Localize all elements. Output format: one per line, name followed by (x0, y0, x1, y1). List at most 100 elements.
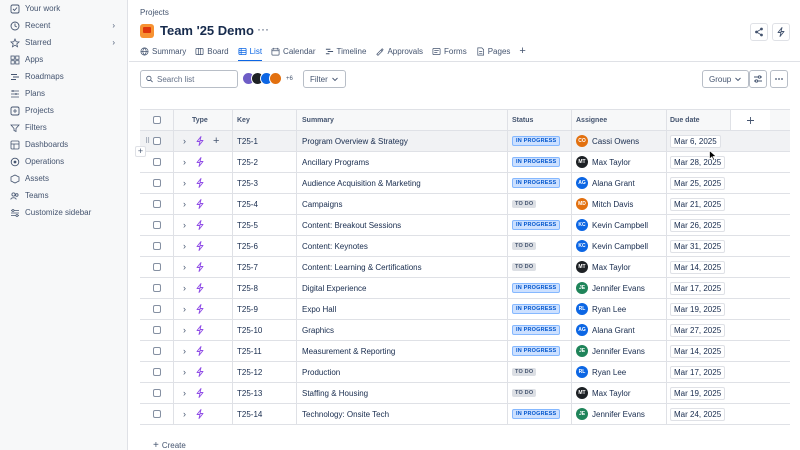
key-cell[interactable]: T25-14 (233, 404, 297, 424)
expand-chevron-icon[interactable]: › (183, 241, 186, 251)
due-date[interactable]: Mar 31, 2025 (670, 239, 726, 253)
expand-chevron-icon[interactable]: › (183, 388, 186, 398)
sidebar-item-filters[interactable]: Filters (0, 119, 127, 136)
due-date-cell[interactable]: Mar 26, 2025 (667, 215, 730, 235)
sidebar-item-projects[interactable]: Projects (0, 102, 127, 119)
status-cell[interactable]: TO DO (508, 383, 572, 403)
summary-cell[interactable]: Production (297, 362, 508, 382)
key-cell[interactable]: T25-12 (233, 362, 297, 382)
status-cell[interactable]: IN PROGRESS (508, 278, 572, 298)
avatar-more-count[interactable]: +6 (286, 75, 293, 82)
due-date[interactable]: Mar 14, 2025 (670, 344, 726, 358)
due-date[interactable]: Mar 17, 2025 (670, 365, 726, 379)
summary-cell[interactable]: Audience Acquisition & Marketing (297, 173, 508, 193)
expand-chevron-icon[interactable]: › (183, 178, 186, 188)
expand-chevron-icon[interactable]: › (183, 136, 186, 146)
status-cell[interactable]: IN PROGRESS (508, 131, 572, 151)
row-checkbox[interactable] (152, 284, 161, 292)
status-badge[interactable]: IN PROGRESS (512, 283, 561, 293)
summary-cell[interactable]: Digital Experience (297, 278, 508, 298)
chevron-right-icon[interactable]: › (112, 21, 115, 30)
tab-board[interactable]: Board (195, 42, 229, 60)
more-actions-button[interactable] (770, 70, 788, 88)
status-cell[interactable]: IN PROGRESS (508, 152, 572, 172)
due-date-cell[interactable]: Mar 6, 2025 (667, 131, 730, 151)
tab-list[interactable]: List (237, 42, 263, 62)
status-badge[interactable]: TO DO (512, 263, 537, 271)
table-row[interactable]: › T25-13 Staffing & Housing TO DO MT Max Tayl… (140, 383, 790, 404)
row-checkbox[interactable] (152, 410, 161, 418)
summary-cell[interactable]: Technology: Onsite Tech (297, 404, 508, 424)
summary-cell[interactable]: Ancillary Programs (297, 152, 508, 172)
row-checkbox[interactable] (152, 305, 161, 313)
summary-cell[interactable]: Content: Keynotes (297, 236, 508, 256)
due-date[interactable]: Mar 17, 2025 (670, 281, 726, 295)
assignee-cell[interactable]: JE Jennifer Evans (572, 341, 667, 361)
search-field[interactable] (140, 70, 238, 88)
status-cell[interactable]: IN PROGRESS (508, 215, 572, 235)
assignee-cell[interactable]: MT Max Taylor (572, 257, 667, 277)
status-badge[interactable]: IN PROGRESS (512, 136, 561, 146)
status-badge[interactable]: TO DO (512, 200, 537, 208)
due-date-cell[interactable]: Mar 27, 2025 (667, 320, 730, 340)
drag-handle-icon[interactable]: ⠿ (145, 138, 151, 145)
table-row[interactable]: › T25-10 Graphics IN PROGRESS AG Alana Grant M… (140, 320, 790, 341)
tab-summary[interactable]: Summary (140, 42, 186, 60)
due-date-cell[interactable]: Mar 17, 2025 (667, 362, 730, 382)
expand-chevron-icon[interactable]: › (183, 283, 186, 293)
due-date-cell[interactable]: Mar 28, 2025 (667, 152, 730, 172)
automation-button[interactable] (772, 23, 790, 41)
assignee-cell[interactable]: AG Alana Grant (572, 320, 667, 340)
assignee-cell[interactable]: KC Kevin Campbell (572, 215, 667, 235)
table-row[interactable]: › T25-2 Ancillary Programs IN PROGRESS MT Max… (140, 152, 790, 173)
due-date-cell[interactable]: Mar 21, 2025 (667, 194, 730, 214)
select-all-checkbox[interactable] (152, 116, 161, 124)
assignee-cell[interactable]: CO Cassi Owens (572, 131, 667, 151)
column-header-key[interactable]: Key (233, 110, 297, 130)
row-checkbox[interactable] (152, 263, 161, 271)
due-date[interactable]: Mar 25, 2025 (670, 176, 726, 190)
table-row[interactable]: › T25-6 Content: Keynotes TO DO KC Kevin Camp… (140, 236, 790, 257)
expand-chevron-icon[interactable]: › (183, 157, 186, 167)
expand-chevron-icon[interactable]: › (183, 409, 186, 419)
status-cell[interactable]: TO DO (508, 257, 572, 277)
row-checkbox[interactable] (152, 347, 161, 355)
status-badge[interactable]: TO DO (512, 368, 537, 376)
expand-chevron-icon[interactable]: › (183, 220, 186, 230)
status-badge[interactable]: IN PROGRESS (512, 157, 561, 167)
status-badge[interactable]: IN PROGRESS (512, 409, 561, 419)
status-cell[interactable]: TO DO (508, 194, 572, 214)
summary-cell[interactable]: Campaigns (297, 194, 508, 214)
row-checkbox[interactable] (152, 368, 161, 376)
add-child-button[interactable]: + (213, 135, 220, 147)
key-cell[interactable]: T25-7 (233, 257, 297, 277)
assignee-cell[interactable]: KC Kevin Campbell (572, 236, 667, 256)
assignee-cell[interactable]: MD Mitch Davis (572, 194, 667, 214)
summary-cell[interactable]: Graphics (297, 320, 508, 340)
due-date-cell[interactable]: Mar 14, 2025 (667, 257, 730, 277)
status-cell[interactable]: IN PROGRESS (508, 173, 572, 193)
table-row[interactable]: › T25-14 Technology: Onsite Tech IN PROGRES… (140, 404, 790, 425)
table-row[interactable]: › T25-9 Expo Hall IN PROGRESS RL Ryan Lee Mar … (140, 299, 790, 320)
share-button[interactable] (750, 23, 768, 41)
due-date[interactable]: Mar 26, 2025 (670, 218, 726, 232)
row-checkbox[interactable] (152, 179, 161, 187)
summary-cell[interactable]: Staffing & Housing (297, 383, 508, 403)
status-cell[interactable]: IN PROGRESS (508, 404, 572, 424)
add-column-button[interactable] (730, 110, 770, 130)
sidebar-item-your-work[interactable]: Your work (0, 0, 127, 17)
sidebar-item-recent[interactable]: Recent › (0, 17, 127, 34)
status-cell[interactable]: IN PROGRESS (508, 341, 572, 361)
status-cell[interactable]: IN PROGRESS (508, 320, 572, 340)
row-checkbox[interactable] (152, 158, 161, 166)
summary-cell[interactable]: Program Overview & Strategy (297, 131, 508, 151)
key-cell[interactable]: T25-3 (233, 173, 297, 193)
summary-cell[interactable]: Expo Hall (297, 299, 508, 319)
expand-chevron-icon[interactable]: › (183, 304, 186, 314)
filter-button[interactable]: Filter (303, 70, 346, 88)
sidebar-item-dashboards[interactable]: Dashboards (0, 136, 127, 153)
status-badge[interactable]: IN PROGRESS (512, 325, 561, 335)
column-header-status[interactable]: Status (508, 110, 572, 130)
status-badge[interactable]: IN PROGRESS (512, 220, 561, 230)
expand-chevron-icon[interactable]: › (183, 367, 186, 377)
